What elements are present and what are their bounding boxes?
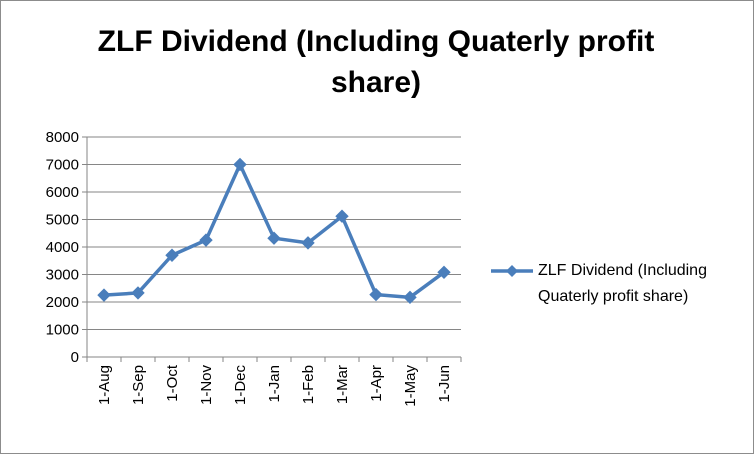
- data-point: [335, 209, 349, 223]
- data-point: [131, 286, 145, 300]
- data-point: [199, 233, 213, 247]
- y-tick-label: 3000: [46, 267, 79, 284]
- data-point: [233, 157, 247, 172]
- gridlines: [87, 136, 461, 330]
- data-point: [403, 290, 417, 305]
- data-point: [301, 236, 315, 250]
- y-tick-label: 2000: [46, 294, 79, 311]
- legend-diamond: [506, 265, 518, 277]
- x-tick-label: 1-Nov: [198, 365, 215, 406]
- y-tick-label: 8000: [46, 129, 79, 146]
- x-tick-label: 1-Sep: [130, 365, 147, 405]
- y-tick-label: 1000: [46, 322, 79, 339]
- data-point: [267, 231, 281, 245]
- data-point: [369, 287, 383, 302]
- y-tick-label: 6000: [46, 184, 79, 201]
- x-tick-label: 1-Feb: [300, 365, 317, 404]
- x-tick-label: 1-Jan: [266, 365, 283, 403]
- y-tick-label: 5000: [46, 212, 79, 229]
- legend-label: ZLF Dividend (Including Quaterly profit …: [538, 262, 707, 305]
- series-line: [103, 162, 446, 300]
- x-tick-label: 1-Jun: [436, 365, 453, 403]
- data-point: [97, 288, 111, 302]
- y-tick-label: 0: [71, 349, 79, 366]
- x-tick-label: 1-Dec: [232, 365, 249, 406]
- x-tick-label: 1-Apr: [368, 365, 385, 402]
- axes: [82, 136, 462, 362]
- data-point: [165, 248, 179, 262]
- x-tick-label: 1-May: [402, 365, 419, 407]
- x-axis-tick-labels: 1-Aug 1-Sep 1-Oct 1-Nov 1-Dec 1-Jan 1-Feb 1-Mar…: [96, 364, 453, 407]
- x-tick-label: 1-Aug: [96, 365, 113, 405]
- legend-marker: [491, 265, 533, 277]
- chart-title: ZLF Dividend (Including Quaterly profit …: [97, 25, 655, 99]
- data-point: [437, 265, 451, 280]
- y-tick-label: 4000: [46, 239, 79, 256]
- data-series: [97, 157, 451, 305]
- y-tick-label: 7000: [46, 157, 79, 174]
- x-tick-label: 1-Oct: [164, 364, 181, 402]
- x-tick-label: 1-Mar: [334, 365, 351, 404]
- y-axis-tick-labels: 0 1000 2000 3000 4000 5000 6000 7000 8000: [46, 129, 79, 366]
